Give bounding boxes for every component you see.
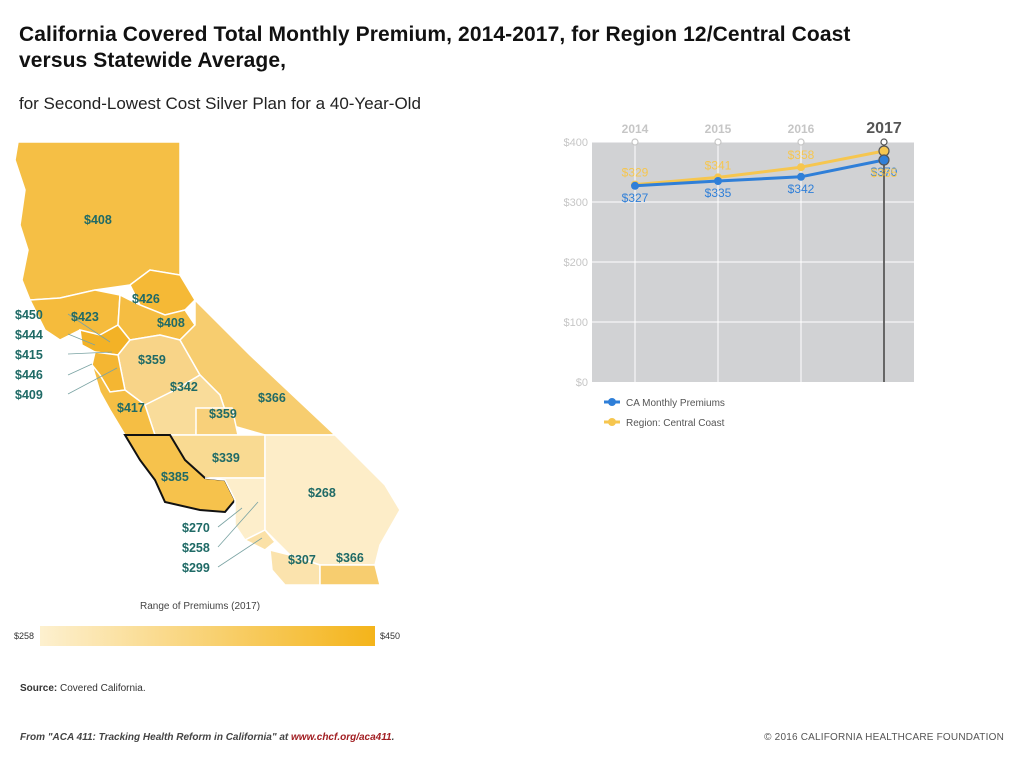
y-tick-label: $100 — [564, 317, 588, 329]
data-point — [797, 163, 805, 172]
map-label-central-coast: $385 — [161, 470, 189, 484]
map-label-sacramento: $408 — [157, 316, 185, 330]
callout-label: $299 — [182, 561, 210, 575]
callout-label: $258 — [182, 541, 210, 555]
data-label: $341 — [705, 158, 732, 172]
page-title: California Covered Total Monthly Premium… — [19, 22, 1019, 74]
callout-label: $446 — [15, 368, 43, 382]
data-point — [797, 172, 805, 181]
y-tick-label: $300 — [564, 197, 588, 209]
x-tick-marker — [797, 138, 805, 146]
series-line-ca — [634, 158, 885, 188]
data-label: $329 — [622, 166, 649, 180]
map-label-north: $408 — [84, 213, 112, 227]
map-label-orange: $307 — [288, 553, 316, 567]
x-tick-marker — [631, 138, 639, 146]
series-group: $327 $335 $342 $370 $329 $341 $358 $385 — [622, 145, 898, 205]
range-legend-max: $450 — [380, 631, 401, 641]
y-tick-label: $0 — [576, 377, 588, 389]
series-line-central-coast — [634, 149, 885, 187]
data-label: $327 — [622, 191, 649, 205]
map-label-kern: $339 — [212, 451, 240, 465]
x-tick-label: 2017 — [866, 120, 902, 137]
subtitle: for Second-Lowest Cost Silver Plan for a… — [19, 94, 421, 113]
map-label-sandiego: $366 — [336, 551, 364, 565]
source-label: Source: — [20, 683, 58, 694]
x-axis: 2014 2015 2016 2017 — [622, 120, 902, 146]
callout-label: $450 — [15, 308, 43, 322]
range-legend-min: $258 — [14, 631, 35, 641]
map-label-central-valley: $342 — [170, 380, 198, 394]
data-label: $358 — [788, 148, 815, 162]
data-label: $385 — [871, 166, 898, 180]
map-region-sandiego — [319, 564, 381, 586]
footer-citation: From "ACA 411: Tracking Health Reform in… — [20, 732, 394, 743]
title-line-2: versus Statewide Average, — [19, 49, 287, 72]
x-tick-label: 2015 — [705, 122, 732, 136]
range-legend-title: Range of Premiums (2017) — [140, 601, 261, 612]
map-label-northbay: $423 — [71, 310, 99, 324]
y-axis: $0 $100 $200 $300 $400 — [564, 137, 588, 389]
premium-line-chart: $0 $100 $200 $300 $400 2014 2015 2016 2017 $327… — [564, 120, 914, 429]
legend-swatch-marker — [608, 418, 616, 426]
map-label-inland-empire: $268 — [308, 486, 336, 500]
california-region-map: $408 $426 $423 $408 $359 $342 $359 $366 … — [14, 141, 401, 586]
map-label-monterey: $417 — [117, 401, 145, 415]
x-tick-marker — [880, 138, 888, 146]
title-line-1: California Covered Total Monthly Premium… — [19, 23, 851, 46]
source-text: Covered California. — [60, 683, 146, 694]
data-point — [878, 154, 890, 166]
callout-label: $409 — [15, 388, 43, 402]
footer-copyright: © 2016 CALIFORNIA HEALTHCARE FOUNDATION — [764, 732, 1004, 743]
y-tick-label: $400 — [564, 137, 588, 149]
footer-citation-suffix: . — [391, 732, 395, 743]
map-label-sierra: $426 — [132, 292, 160, 306]
data-label: $370 — [871, 165, 898, 179]
data-point — [631, 181, 639, 190]
footer-link[interactable]: www.chcf.org/aca411 — [291, 732, 392, 743]
data-label: $342 — [788, 182, 815, 196]
x-tick-label: 2016 — [788, 122, 815, 136]
legend-label: CA Monthly Premiums — [626, 398, 725, 409]
map-label-tulare: $359 — [209, 407, 237, 421]
footer-citation-prefix: From "ACA 411: Tracking Health Reform in… — [20, 732, 292, 743]
data-label: $335 — [705, 186, 732, 200]
data-point — [714, 177, 722, 185]
map-label-eastern: $366 — [258, 391, 286, 405]
legend-swatch-marker — [608, 398, 616, 406]
callout-label: $270 — [182, 521, 210, 535]
map-region-orange — [243, 529, 277, 551]
map-label-sanjoaquin: $359 — [138, 353, 166, 367]
legend: CA Monthly Premiums Region: Central Coast — [604, 398, 725, 429]
y-tick-label: $200 — [564, 257, 588, 269]
range-legend-gradient-bar — [40, 626, 375, 646]
callout-label: $444 — [15, 328, 43, 342]
callout-label: $415 — [15, 348, 43, 362]
x-tick-marker — [714, 138, 722, 146]
gridlines — [592, 141, 914, 382]
x-tick-label: 2014 — [622, 122, 649, 136]
map-region-monterey — [91, 364, 157, 436]
source-note: Source: Covered California. — [20, 683, 146, 694]
map-region-inland-empire — [264, 434, 401, 566]
map-region-central-coast — [123, 434, 237, 514]
legend-label: Region: Central Coast — [626, 418, 725, 429]
